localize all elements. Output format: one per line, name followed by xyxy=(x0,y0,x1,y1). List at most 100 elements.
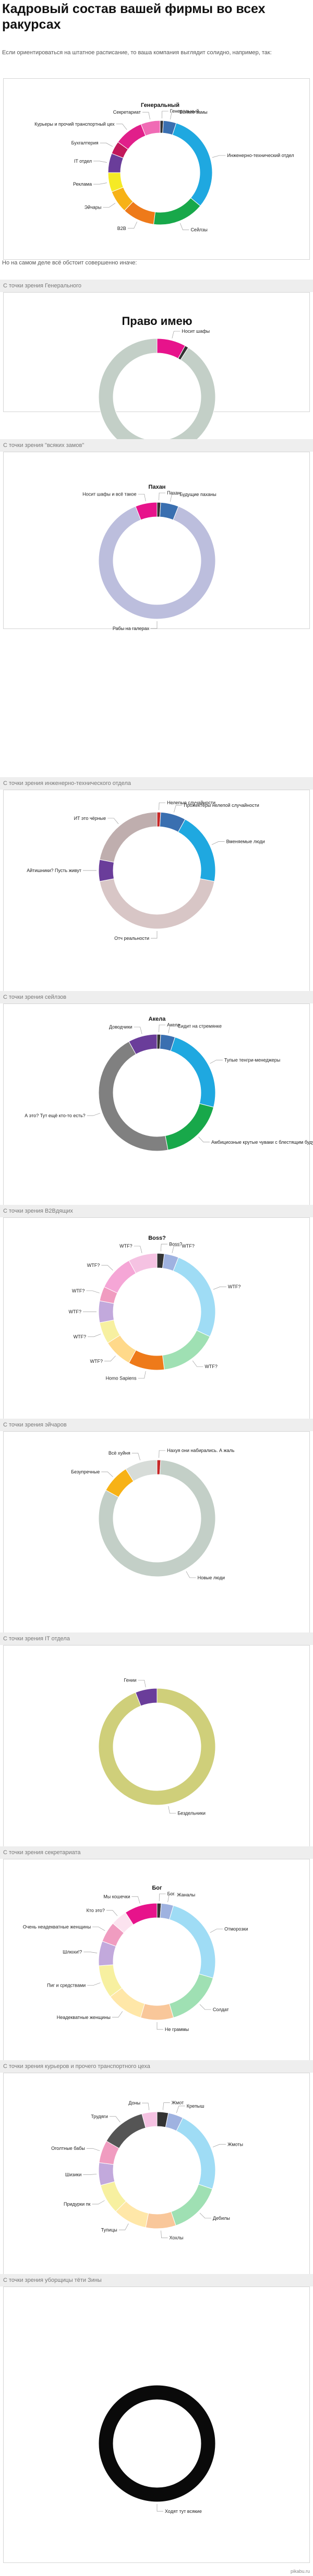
slice-label: Жаналы xyxy=(177,1892,195,1897)
slice-label: Трудяги xyxy=(91,2114,108,2119)
slice-label: Boss? xyxy=(169,1241,182,1247)
slice-label: Отч реальности xyxy=(114,936,149,941)
pie-slice xyxy=(153,197,201,225)
leader-line xyxy=(131,1453,140,1460)
leader-line xyxy=(107,818,119,824)
leader-line xyxy=(159,1450,166,1458)
leader-line xyxy=(106,1910,118,1916)
slice-label: WTF? xyxy=(90,1359,103,1364)
slice-label: Инженерно-технический отдел xyxy=(227,153,294,158)
pie-slice xyxy=(98,1041,168,1152)
section-caption: С точки зрения курьеров и прочего трансп… xyxy=(3,2063,150,2070)
leader-line xyxy=(83,2174,97,2175)
chart-title: Бог xyxy=(152,1885,162,1891)
pie-slice xyxy=(125,1459,158,1482)
section-caption-bar: С точки зрения эйчаров xyxy=(0,1419,313,1431)
leader-line xyxy=(86,2148,100,2151)
leader-line xyxy=(118,2223,129,2230)
leader-line xyxy=(161,111,168,119)
slice-label: Всё хуйня xyxy=(109,1450,130,1456)
pie-slice xyxy=(128,1253,158,1274)
chart-card: Пахан Будущие паханы Рабы на галерах Носит … xyxy=(3,452,310,631)
leader-line xyxy=(212,155,226,158)
pie-slice xyxy=(141,2111,158,2128)
leader-line xyxy=(134,1026,142,1034)
leader-line xyxy=(92,1927,105,1931)
slice-label: Пахан xyxy=(167,490,180,495)
donut-chart: Бездельники Гении xyxy=(98,1677,216,1816)
slice-label: WTF? xyxy=(182,1243,195,1249)
slice-label: Генеральный xyxy=(170,108,199,114)
chart-card: Ходят тут всякие xyxy=(3,2287,310,2563)
leader-line xyxy=(101,1265,113,1271)
leader-line xyxy=(174,805,183,813)
leader-line xyxy=(170,494,178,502)
leader-line xyxy=(170,112,178,119)
leader-line xyxy=(109,2116,121,2123)
leader-line xyxy=(104,1356,116,1362)
leader-line xyxy=(159,492,166,501)
pie-slice xyxy=(125,1903,158,1926)
chart-title: Акела xyxy=(149,1016,166,1022)
slice-label: Ходят тут всякие xyxy=(165,2509,202,2514)
pie-slice xyxy=(170,1036,216,1108)
slice-label: Безупречные xyxy=(71,1469,100,1474)
slice-label: Жмоты xyxy=(227,2142,243,2147)
slice-label: ИТ это чёрные xyxy=(74,816,106,821)
section-caption-bar: С точки зрения "всяких замов" xyxy=(0,439,313,452)
leader-line xyxy=(131,1896,140,1904)
section-caption-bar: С точки зрения курьеров и прочего трансп… xyxy=(0,2060,313,2073)
slice-label: Оголтные бабы xyxy=(51,2146,85,2151)
slice-label: WTF? xyxy=(69,1309,82,1314)
leader-line xyxy=(156,2022,163,2030)
leader-line xyxy=(163,2102,170,2110)
page-title: Кадровый состав вашей фирмы во всех раку… xyxy=(2,2,266,32)
section-caption-bar: С точки зрения сейлзов xyxy=(0,991,313,1003)
donut-chart: Носит шафыЧмо дрожащиеПраво имею xyxy=(97,315,216,465)
leader-line xyxy=(151,931,158,939)
chart-title: Генеральный xyxy=(141,102,179,108)
slice-label: Прожектёры нелепой случайности xyxy=(184,803,259,808)
slice-label: Homo Sapiens xyxy=(106,1376,137,1381)
slice-label: Доны xyxy=(128,2100,140,2106)
slice-label: WTF? xyxy=(74,1334,87,1339)
slice-label: Доводчики xyxy=(109,1024,133,1030)
slice-label: Рабы на галерах xyxy=(113,626,150,631)
slice-label: Крепыш xyxy=(187,2103,204,2109)
leader-line xyxy=(198,1136,210,1143)
section-caption: С точки зрения эйчаров xyxy=(3,1422,67,1428)
leader-line xyxy=(138,1679,146,1688)
slice-label: Неадекватные женщины xyxy=(57,2015,111,2020)
slice-label: Шизики xyxy=(65,2172,81,2178)
leader-line xyxy=(103,203,116,208)
chart-card: Жмот Крепыш Жмоты Дебилы Хохлы Тупицы Придурки… xyxy=(3,2073,310,2287)
chart-card: Бездельники Гении xyxy=(3,1645,310,1859)
leader-line xyxy=(167,1894,176,1902)
chart-card: Акела Сидит на стремянке Тупые тенгри-мене… xyxy=(3,1003,313,1217)
slice-label: Эйчары xyxy=(85,204,102,210)
leader-line xyxy=(172,331,180,338)
pie-slice xyxy=(98,1688,216,1806)
slice-label: Тупые тенгри-менеджеры xyxy=(224,1057,280,1062)
intro-text: Если ориентироваться на штатное расписан… xyxy=(2,50,272,56)
slice-label: Айтишники? Пусть живут xyxy=(27,868,81,873)
leader-line xyxy=(87,1112,100,1116)
section-caption-bar: С точки зрения Генерального xyxy=(0,280,313,292)
slice-label: Не граммы xyxy=(165,2027,189,2032)
leader-line xyxy=(93,161,107,163)
slice-label: WTF? xyxy=(87,1263,100,1268)
leader-line xyxy=(138,493,146,502)
leader-line xyxy=(134,1245,142,1253)
slice-label: B2B xyxy=(117,226,126,231)
chart-title: Boss? xyxy=(148,1235,166,1241)
pie-slice xyxy=(173,1257,216,1337)
leader-line xyxy=(92,2200,105,2205)
chart-card: Нахуя они набирались. А жаль Новые люди Бе… xyxy=(3,1431,310,1645)
section-caption-bar: С точки зрения секретариата xyxy=(0,1846,313,1859)
leader-line xyxy=(127,221,138,229)
slice-label: Нелепые случайности xyxy=(167,800,215,805)
leader-line xyxy=(159,1893,166,1902)
slice-label: Очень неадекватные женщины xyxy=(23,1925,91,1930)
section-caption: С точки зрения Генерального xyxy=(3,283,82,289)
donut-chart: Нахуя они набирались. А жаль Новые люди Бе… xyxy=(71,1448,235,1580)
